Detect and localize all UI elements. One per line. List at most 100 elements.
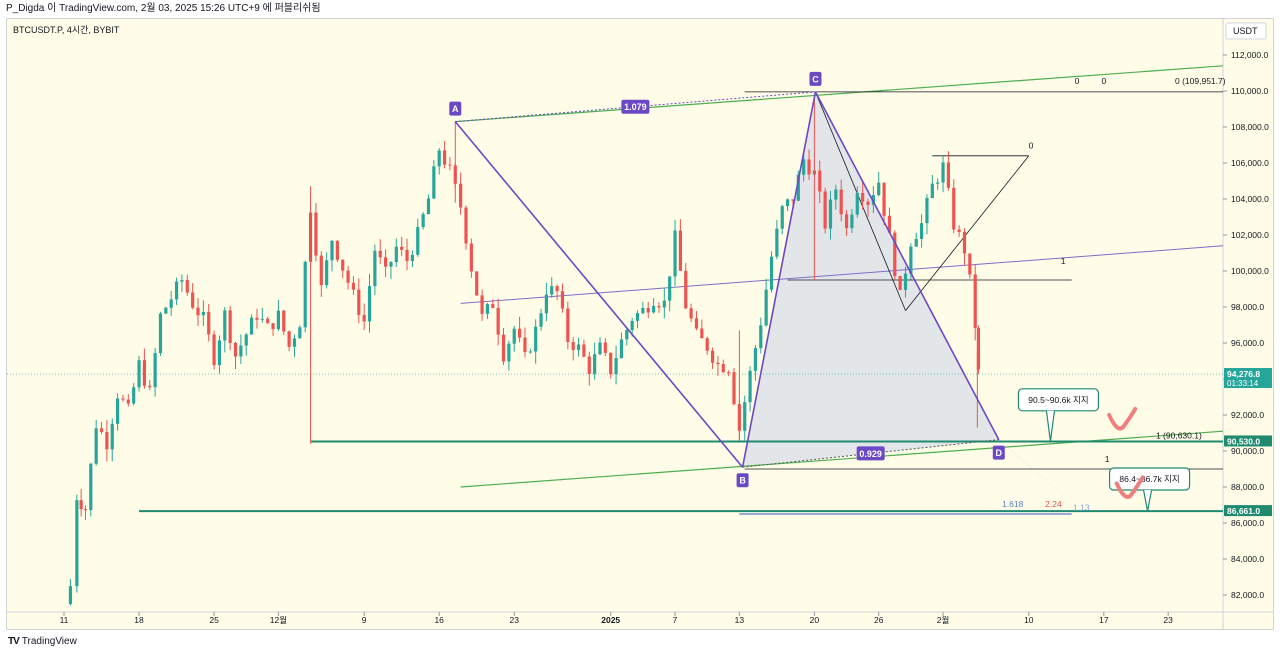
x-tick-label: 12월 xyxy=(270,615,287,625)
candle-body xyxy=(362,314,366,322)
drawing-lines xyxy=(7,65,1224,515)
candle-body xyxy=(539,313,543,327)
candle-body xyxy=(89,463,93,511)
current-price-badge-countdown: 01:33:14 xyxy=(1227,379,1259,388)
candle-body xyxy=(507,343,511,362)
candle-body xyxy=(625,330,629,340)
candle-body xyxy=(148,385,152,388)
candle-body xyxy=(646,307,650,313)
candle-body xyxy=(405,249,409,262)
candle-body xyxy=(346,270,350,283)
candle-body xyxy=(909,246,913,274)
candle-body xyxy=(335,240,339,260)
candle-body xyxy=(769,256,774,290)
candle-body xyxy=(641,307,645,314)
tradingview-logo[interactable]: TV TradingView xyxy=(8,636,77,647)
current-price-badge xyxy=(1224,368,1272,389)
candle-body xyxy=(705,338,709,351)
x-tick-label: 17 xyxy=(1099,615,1109,625)
candle-body xyxy=(582,344,586,357)
candle-body xyxy=(400,246,404,250)
x-axis[interactable]: 11 18 25 12월 9 16 23 2025 7 13 20 26 2월 10 17 23 xyxy=(60,612,1174,625)
candle-body xyxy=(887,215,892,233)
candle-body xyxy=(432,166,436,199)
candle-body xyxy=(94,428,98,464)
footer: TV TradingView xyxy=(0,632,1280,654)
candle-body xyxy=(973,274,977,329)
candle-body xyxy=(571,342,575,350)
candle-body xyxy=(855,193,859,215)
check-mark-upper xyxy=(1107,407,1138,431)
pattern-fill-projection xyxy=(815,285,1088,516)
candle-body xyxy=(544,294,548,314)
fib-level-label: 1.618 xyxy=(1002,499,1024,509)
candle-body xyxy=(668,276,672,301)
y-tick-label: 98,000.0 xyxy=(1231,302,1264,312)
support-callout-pointer xyxy=(1142,489,1153,512)
candle-body xyxy=(914,238,918,247)
candle-body xyxy=(764,289,768,326)
x-tick-label: 20 xyxy=(810,615,820,625)
candle-body xyxy=(75,500,79,587)
candle-body xyxy=(834,189,838,200)
candle-body xyxy=(68,586,73,604)
pattern-fill-bcd xyxy=(742,91,999,468)
candle-body xyxy=(421,214,425,228)
candle-body xyxy=(721,364,725,373)
candle-body xyxy=(587,356,591,375)
candle-body xyxy=(898,276,902,290)
candle-body xyxy=(442,150,447,165)
y-axis[interactable]: 112,000.0 110,000.0 108,000.0 106,000.0 104,… xyxy=(1223,50,1269,600)
fib-level-label: 1 xyxy=(1105,454,1110,464)
candle-body xyxy=(753,348,758,371)
pattern-point-label: D xyxy=(996,448,1003,458)
candle-body xyxy=(941,162,945,183)
candle-body xyxy=(357,289,361,315)
candle-body xyxy=(142,360,146,386)
candle-body xyxy=(158,313,163,354)
x-tick-label: 11 xyxy=(60,615,69,625)
check-mark-lower xyxy=(1114,475,1145,499)
triangle-rise-line xyxy=(905,155,1030,311)
candle-body xyxy=(727,372,731,374)
candle-body xyxy=(839,189,843,215)
publish-text: P_Digda 이 TradingView.com, 2월 03, 2025 1… xyxy=(6,3,321,14)
price-chart[interactable]: BTCUSDT.P, 4시간, BYBIT USDT 112,000.0 110,… xyxy=(7,19,1273,629)
candle-body xyxy=(528,351,532,353)
chart-frame[interactable]: BTCUSDT.P, 4시간, BYBIT USDT 112,000.0 110,… xyxy=(6,18,1274,630)
fib-level-label: 0 xyxy=(1029,141,1034,151)
candle-body xyxy=(384,257,388,267)
candle-body xyxy=(501,334,506,362)
candle-body xyxy=(716,362,720,365)
candle-body xyxy=(250,317,254,335)
y-tick-label: 92,000.0 xyxy=(1231,410,1264,420)
candle-body xyxy=(303,261,307,328)
candle-body xyxy=(903,273,908,290)
candle-body xyxy=(614,358,618,375)
candle-body xyxy=(877,182,881,196)
candle-body xyxy=(976,328,981,370)
y-tick-label: 106,000.0 xyxy=(1231,158,1269,168)
candle-body xyxy=(657,306,661,308)
candle-body xyxy=(630,320,634,331)
candle-body xyxy=(823,191,827,229)
pattern-point-label: C xyxy=(812,74,819,84)
candle-body xyxy=(244,334,248,346)
candle-body xyxy=(635,313,640,321)
pattern-point-badge xyxy=(736,473,749,488)
candle-body xyxy=(485,304,490,314)
candle-body xyxy=(180,280,184,282)
x-tick-label: 18 xyxy=(134,615,144,625)
y-tick-label: 90,000.0 xyxy=(1231,446,1264,456)
candle-body xyxy=(292,338,297,347)
candle-body xyxy=(861,193,865,202)
candle-body xyxy=(828,199,833,229)
support-price-badge xyxy=(1224,435,1272,447)
ratio-badge xyxy=(621,99,650,114)
pattern-point-label: B xyxy=(739,476,746,486)
candle-body xyxy=(957,229,961,232)
y-tick-label: 86,000.0 xyxy=(1231,518,1264,528)
pattern-point-badge xyxy=(449,101,462,116)
triangle-fall-line xyxy=(816,94,906,311)
candle-body xyxy=(271,323,275,330)
